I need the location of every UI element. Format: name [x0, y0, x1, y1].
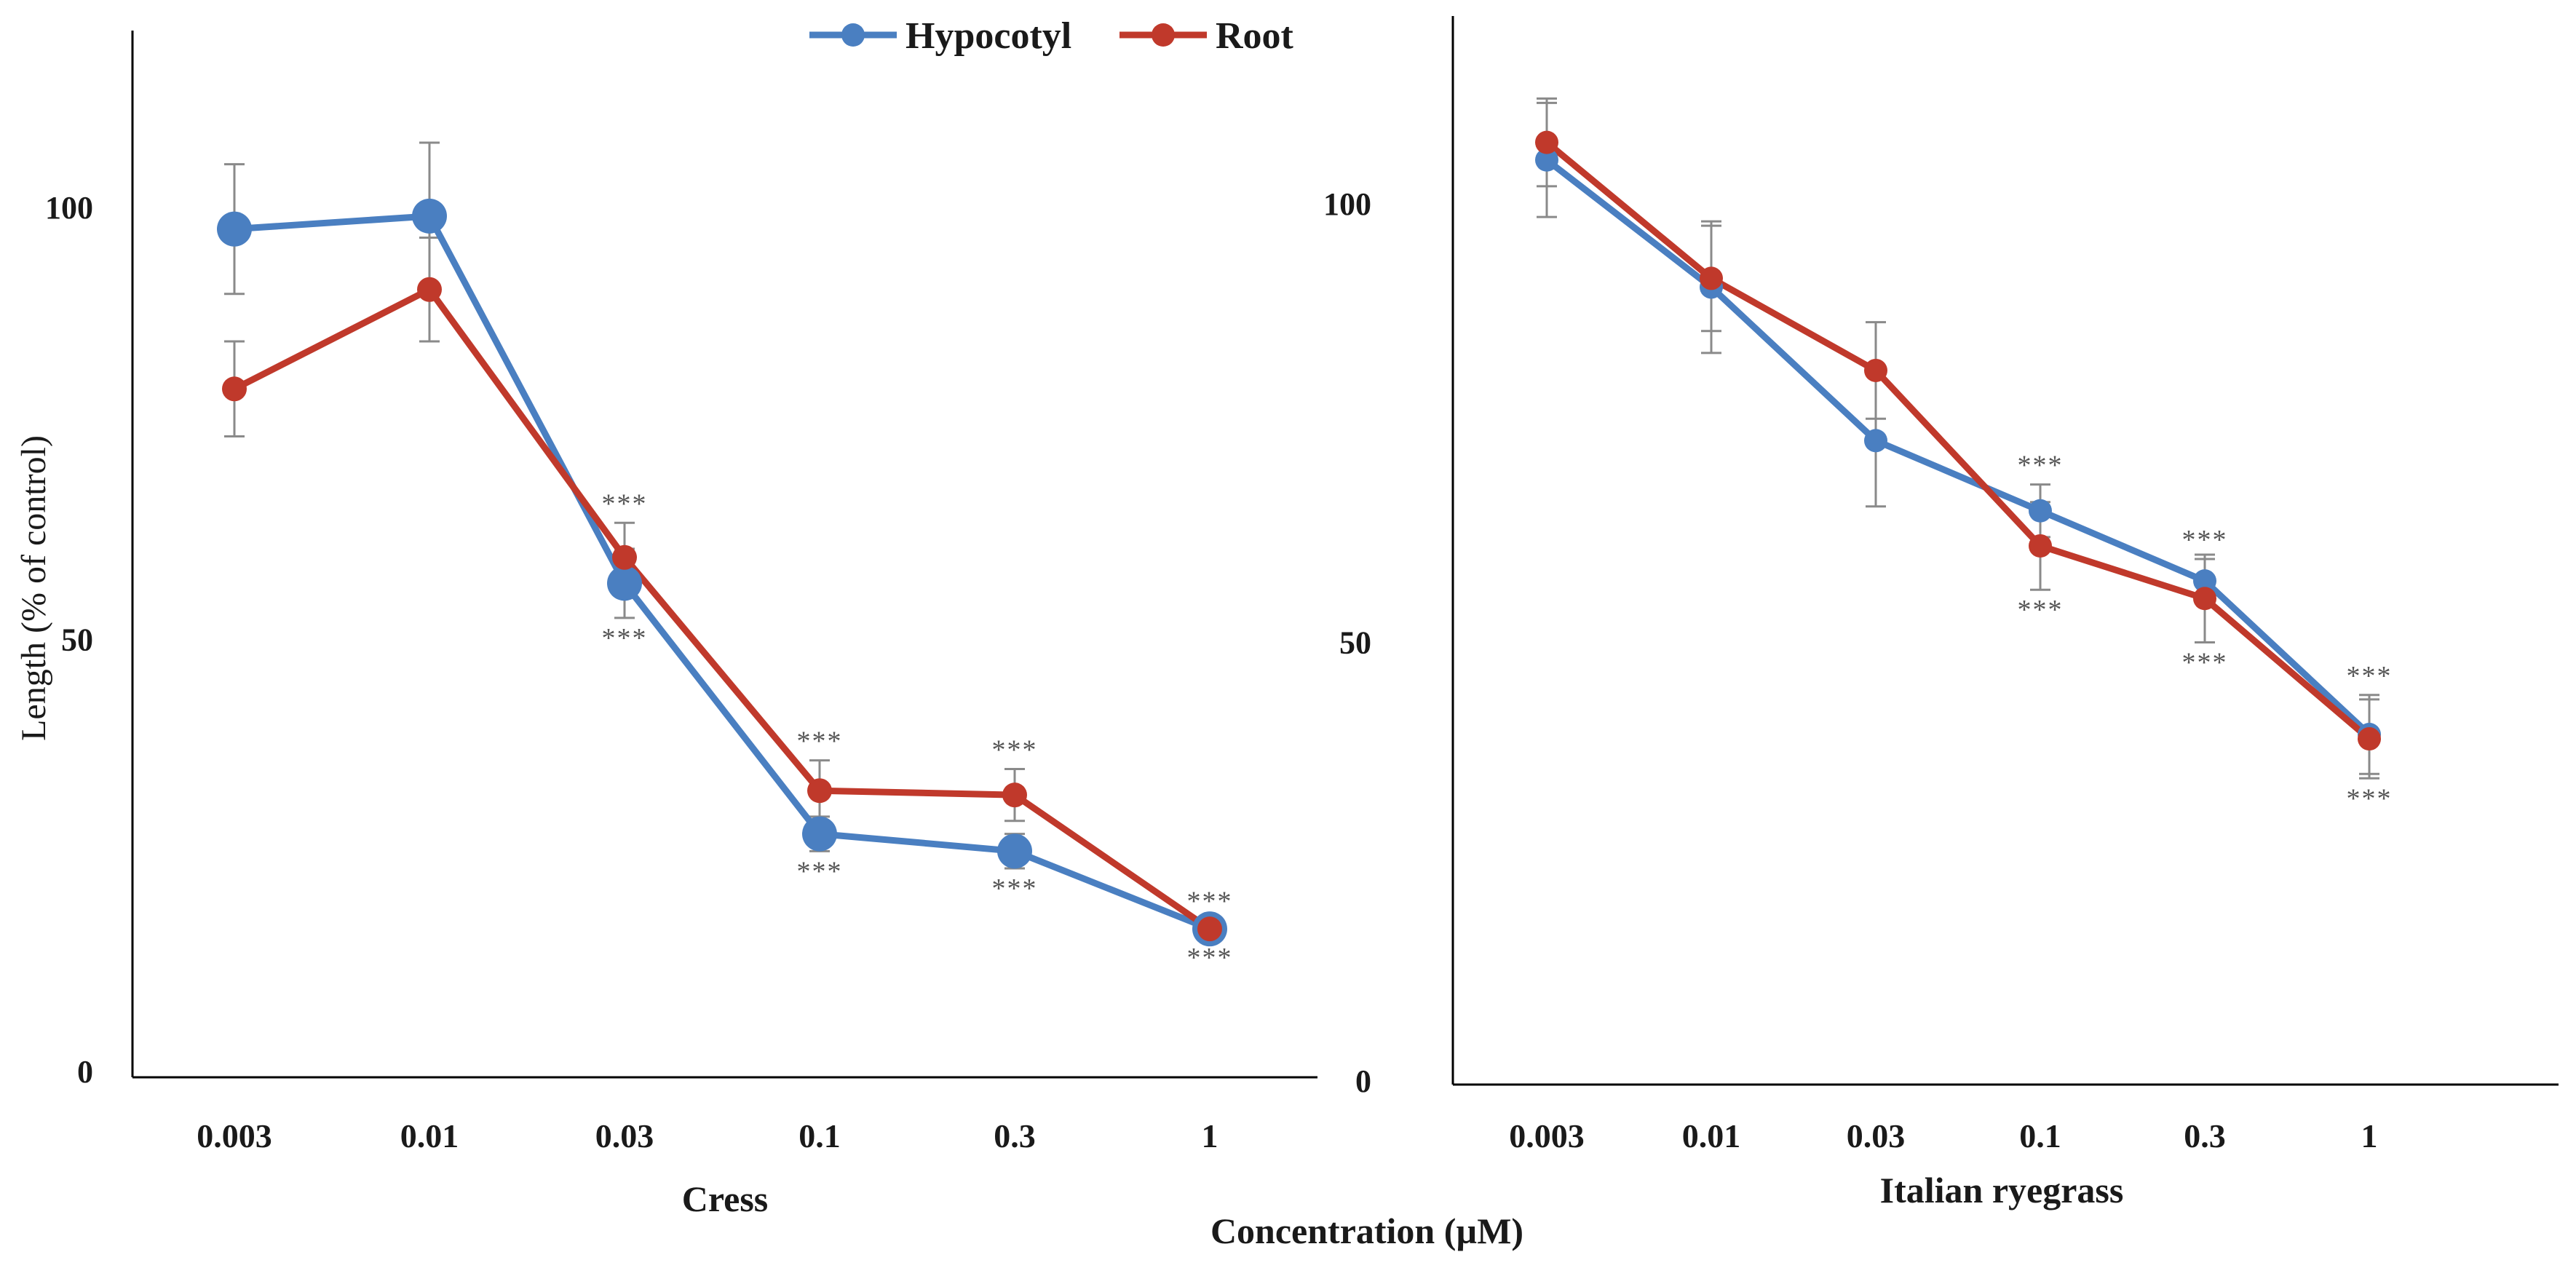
cress-hypocotyl-point [997, 833, 1032, 869]
ryegrass-root-point [2193, 587, 2216, 611]
cress-hypocotyl-point [802, 816, 837, 852]
cress-root-point [417, 277, 442, 302]
ryegrass-root-significance: *** [2018, 595, 2064, 625]
cress-root-line [232, 286, 1212, 932]
y-axis-title: Length (% of control) [15, 435, 53, 741]
legend: Hypocotyl Root [809, 15, 1294, 57]
cress-hypocotyl-point [412, 198, 447, 234]
ryegrass-x-ticks: 0.003 0.01 0.03 0.1 0.3 1 [1509, 1117, 2377, 1154]
ryegrass-significance-marks: *** *** *** *** *** *** [2018, 451, 2393, 815]
ryegrass-x-tick-label: 0.003 [1509, 1117, 1585, 1154]
ryegrass-x-tick-label: 0.1 [2019, 1117, 2061, 1154]
ryegrass-root-point [1535, 130, 1558, 154]
ryegrass-hypocotyl-point [2193, 569, 2216, 593]
ryegrass-y-ticks: 0 50 100 [1323, 186, 1371, 1099]
ryegrass-x-tick-label: 0.03 [1847, 1117, 1906, 1154]
ryegrass-x-axis-title: Italian ryegrass [1880, 1170, 2124, 1210]
cress-x-tick-label: 0.01 [400, 1117, 459, 1154]
cress-y-tick-label: 0 [77, 1054, 93, 1090]
cress-hypocotyl-significance: *** [992, 873, 1038, 904]
cress-root-significance: *** [602, 488, 648, 519]
legend-root-label: Root [1216, 15, 1294, 57]
legend-hypocotyl-marker [841, 23, 865, 47]
cress-error-bars [224, 141, 1220, 939]
ryegrass-error-bars [1537, 97, 2379, 780]
cress-hypocotyl-point [217, 211, 252, 247]
ryegrass-hypocotyl-point [1864, 429, 1887, 453]
cress-root-point [1002, 782, 1027, 808]
cress-root-point [612, 544, 637, 570]
ryegrass-root-point [1864, 358, 1887, 382]
ryegrass-root-point [1700, 266, 1723, 290]
cress-hypocotyl-significance: *** [797, 856, 843, 887]
cress-x-tick-label: 0.1 [798, 1117, 841, 1154]
ryegrass-hypocotyl-point [1535, 148, 1558, 172]
cress-root-point [1197, 916, 1222, 942]
ryegrass-hypocotyl-line [1545, 157, 2372, 737]
cress-hypocotyl-significance: *** [1187, 943, 1233, 973]
cress-y-tick-label: 100 [45, 190, 93, 226]
ryegrass-data-points [1535, 130, 2381, 751]
shared-x-axis-title: Concentration (µM) [1210, 1210, 1523, 1251]
ryegrass-y-tick-label: 100 [1323, 186, 1371, 222]
ryegrass-root-point [2029, 534, 2052, 558]
cress-x-tick-label: 0.03 [595, 1117, 654, 1154]
legend-root-marker [1152, 23, 1175, 47]
ryegrass-series-lines [1545, 140, 2372, 742]
cress-x-tick-label: 0.003 [197, 1117, 272, 1154]
ryegrass-y-tick-label: 0 [1355, 1063, 1371, 1099]
ryegrass-hypocotyl-significance: *** [2182, 525, 2228, 555]
ryegrass-root-point [2358, 727, 2381, 751]
cress-root-significance: *** [797, 726, 843, 757]
ryegrass-root-line [1545, 140, 2371, 742]
ryegrass-x-tick-label: 0.3 [2184, 1117, 2226, 1154]
cress-x-ticks: 0.003 0.01 0.03 0.1 0.3 1 [197, 1117, 1218, 1154]
ryegrass-x-tick-label: 0.01 [1682, 1117, 1741, 1154]
cress-root-significance: *** [992, 735, 1038, 766]
cress-x-axis-title: Cress [682, 1178, 769, 1219]
cress-hypocotyl-point [607, 566, 642, 601]
ryegrass-root-significance: *** [2347, 783, 2393, 814]
cress-series-lines [232, 213, 1212, 932]
ryegrass-x-tick-label: 1 [2361, 1117, 2378, 1154]
cress-root-point [807, 778, 832, 804]
cress-root-significance: *** [1187, 886, 1233, 916]
cress-y-tick-label: 50 [61, 622, 93, 658]
ryegrass-hypocotyl-significance: *** [2347, 661, 2393, 692]
cress-significance-marks: *** *** *** *** *** *** *** *** [602, 488, 1233, 973]
ryegrass-y-tick-label: 50 [1339, 625, 1371, 661]
ryegrass-hypocotyl-significance: *** [2018, 451, 2064, 481]
cress-hypocotyl-significance: *** [602, 623, 648, 654]
ryegrass-hypocotyl-point [2029, 499, 2052, 523]
cress-root-point [222, 376, 247, 402]
legend-hypocotyl-label: Hypocotyl [905, 15, 1071, 57]
cress-x-tick-label: 1 [1202, 1117, 1218, 1154]
cress-y-ticks: 0 50 100 [45, 190, 93, 1090]
ryegrass-root-significance: *** [2182, 648, 2228, 678]
cress-hypocotyl-line [234, 213, 1211, 932]
cress-x-tick-label: 0.3 [994, 1117, 1036, 1154]
cress-data-points [217, 198, 1227, 947]
